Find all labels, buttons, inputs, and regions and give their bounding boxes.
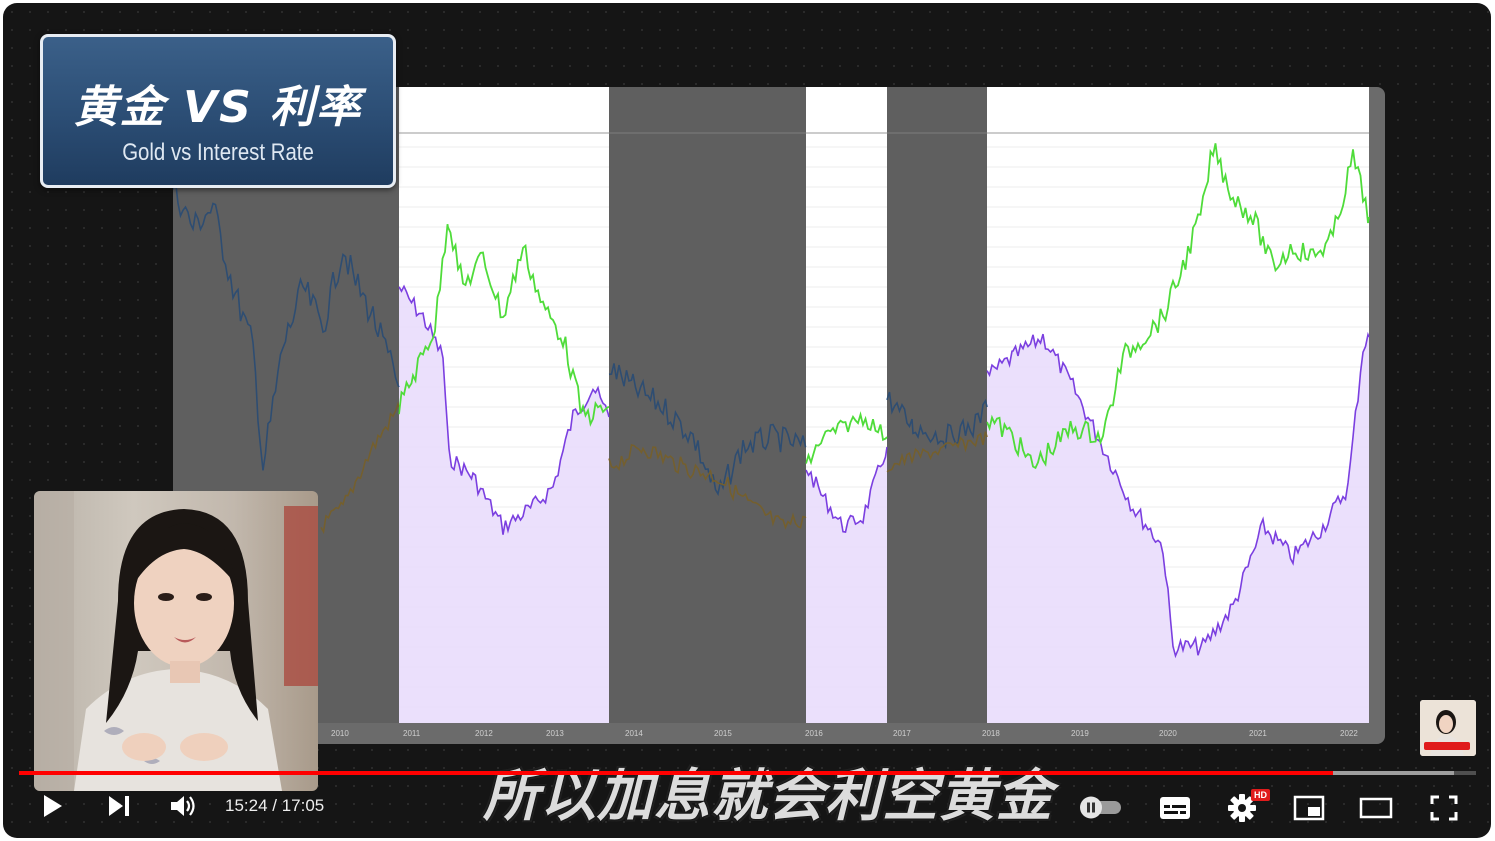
x-tick-label: 2016	[805, 729, 823, 738]
captions-button[interactable]	[1157, 791, 1193, 825]
captions-icon	[1160, 797, 1190, 819]
autoplay-toggle[interactable]	[1077, 793, 1125, 821]
hd-badge: HD	[1251, 789, 1270, 801]
interest-rate-line	[986, 331, 1370, 659]
x-tick-label: 2012	[475, 729, 493, 738]
gold-series-line	[320, 401, 400, 535]
title-card: 黄金 VS 利率 Gold vs Interest Rate	[40, 34, 396, 188]
x-tick-label: 2019	[1071, 729, 1089, 738]
rate-series-line	[173, 180, 400, 471]
dimmed-zone	[887, 87, 987, 723]
presenter-video	[34, 491, 318, 791]
video-player[interactable]: 2010 2011 2012 2013 2014 2015 2016 2017 2018 2019…	[3, 3, 1491, 838]
title-chinese: 黄金 VS 利率	[73, 82, 363, 133]
gold-price-line	[986, 143, 1370, 470]
gold-vs-rate-chart: 2010 2011 2012 2013 2014 2015 2016 2017 2018 2019…	[173, 87, 1370, 738]
chart-slide: 2010 2011 2012 2013 2014 2015 2016 2017 2018 2019…	[173, 87, 1385, 744]
x-tick-label: 2015	[714, 729, 732, 738]
autoplay-toggle-icon	[1080, 796, 1121, 819]
rate-series-line	[886, 391, 988, 450]
play-icon	[44, 795, 62, 817]
rate-area-fill	[399, 286, 609, 723]
fullscreen-button[interactable]	[1426, 791, 1462, 825]
next-icon	[109, 796, 129, 816]
settings-button[interactable]	[1224, 790, 1260, 826]
time-display: 15:24 / 17:05	[225, 796, 325, 815]
gear-icon	[1228, 794, 1256, 822]
progress-bar[interactable]	[19, 771, 1476, 775]
x-tick-label: 2014	[625, 729, 643, 738]
watermark-illustration	[1420, 700, 1476, 756]
next-button[interactable]	[102, 789, 136, 823]
caption-subtitle: 所以加息就会利空黄金	[483, 764, 1053, 829]
gold-price-line	[805, 411, 888, 466]
fullscreen-icon	[1430, 795, 1458, 821]
x-tick-label: 2010	[331, 729, 349, 738]
dimmed-zone	[609, 87, 806, 723]
miniplayer-icon	[1293, 795, 1325, 821]
channel-watermark-thumbnail[interactable]	[1420, 700, 1476, 756]
x-tick-label: 2011	[403, 729, 421, 738]
gold-series-line	[886, 431, 988, 473]
x-tick-label: 2022	[1340, 729, 1358, 738]
x-tick-label: 2020	[1159, 729, 1177, 738]
x-tick-label: 2021	[1249, 729, 1267, 738]
title-english: Gold vs Interest Rate	[122, 139, 314, 166]
interest-rate-line	[805, 446, 888, 534]
x-tick-label: 2017	[893, 729, 911, 738]
mute-button[interactable]	[166, 789, 200, 823]
theater-mode-button[interactable]	[1358, 791, 1394, 825]
presenter-illustration	[34, 491, 318, 791]
gold-series-line	[608, 444, 807, 530]
rate-series-line	[608, 363, 807, 497]
x-tick-label: 2018	[982, 729, 1000, 738]
miniplayer-button[interactable]	[1291, 791, 1327, 825]
rate-area-fill	[806, 447, 887, 723]
progress-played	[19, 771, 1334, 775]
theater-icon	[1359, 797, 1393, 819]
volume-icon	[171, 796, 195, 816]
play-button[interactable]	[35, 789, 69, 823]
gold-price-line	[398, 224, 610, 427]
x-tick-label: 2013	[546, 729, 564, 738]
